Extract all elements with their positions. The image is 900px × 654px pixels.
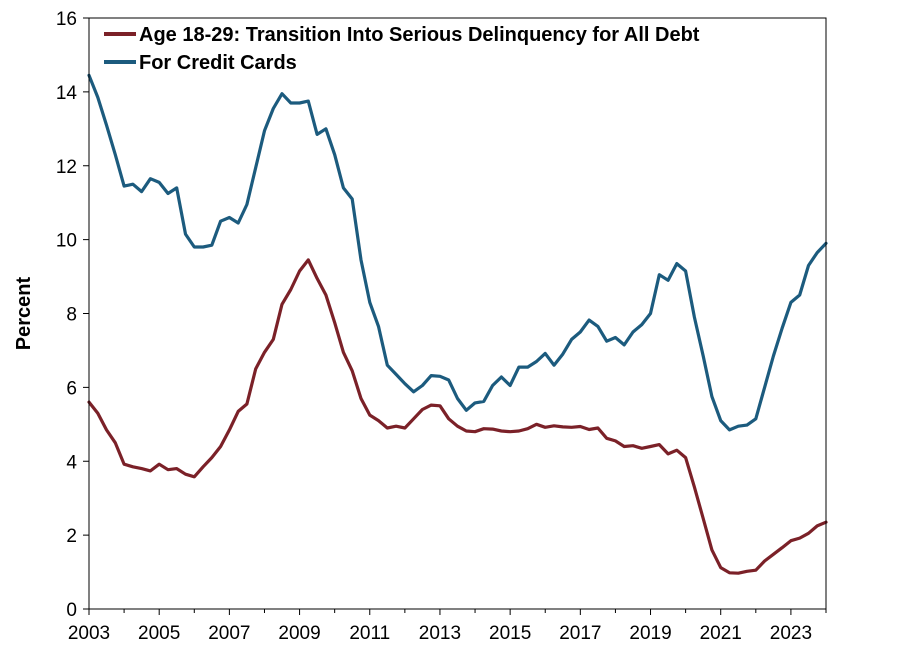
series-layer (87, 73, 828, 575)
y-axis: 0 2 4 6 8 10 12 14 16 (56, 9, 89, 621)
y-tick-label: 4 (66, 452, 77, 473)
x-tick-label: 2007 (208, 623, 250, 644)
y-tick-label: 14 (56, 83, 78, 104)
x-tick-label: 2009 (278, 623, 320, 644)
x-tick-label: 2013 (419, 623, 461, 644)
y-tick-label: 16 (56, 9, 77, 30)
y-axis-title: Percent (13, 276, 35, 350)
x-tick-label: 2015 (489, 623, 531, 644)
legend: Age 18-29: Transition Into Serious Delin… (104, 24, 700, 74)
plot-area-frame (88, 17, 827, 610)
x-tick-label: 2005 (138, 623, 180, 644)
x-tick-label: 2011 (349, 623, 390, 644)
y-tick-label: 12 (56, 157, 77, 178)
y-tick-label: 10 (56, 231, 77, 252)
x-axis: 2003 2005 2007 2009 2011 2013 2015 2017 2019 2021… (68, 609, 827, 644)
y-tick-label: 0 (66, 600, 77, 621)
x-tick-label: 2019 (629, 623, 671, 644)
x-tick-label: 2017 (559, 623, 601, 644)
y-tick-label: 6 (66, 378, 77, 399)
series-line-credit-cards (87, 73, 828, 432)
y-tick-label: 2 (66, 526, 77, 547)
y-tick-label: 8 (66, 305, 77, 326)
legend-label-all-debt: Age 18-29: Transition Into Serious Delin… (139, 24, 700, 46)
legend-label-credit-cards: For Credit Cards (139, 52, 297, 74)
series-line-all-debt (87, 258, 828, 575)
x-tick-label: 2003 (68, 623, 110, 644)
x-tick-label: 2021 (700, 623, 742, 644)
x-tick-label: 2023 (770, 623, 812, 644)
